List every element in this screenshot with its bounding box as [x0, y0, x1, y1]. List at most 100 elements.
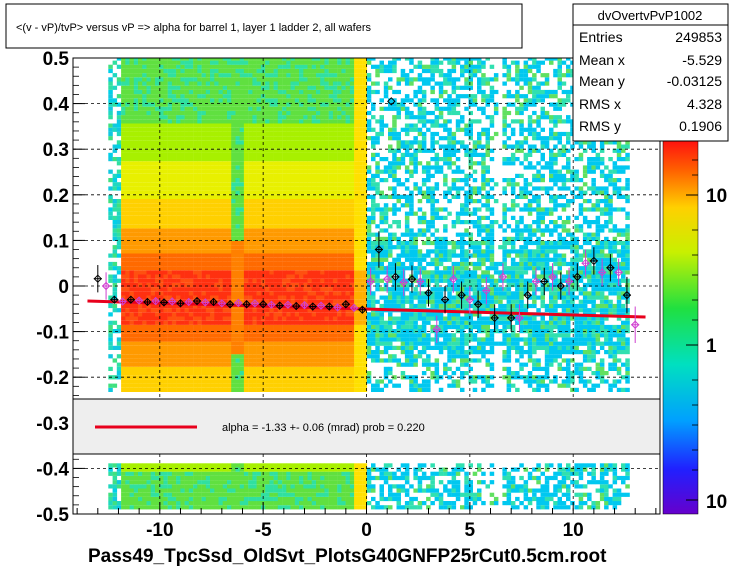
heatmap-cell [248, 224, 253, 229]
heatmap-cell [133, 60, 139, 65]
heatmap-cell [328, 316, 334, 321]
heatmap-cell [142, 127, 147, 132]
heatmap-cell [299, 68, 304, 74]
heatmap-cell [167, 224, 173, 229]
heatmap-cell [197, 182, 202, 187]
heatmap-cell [269, 165, 274, 170]
heatmap-cell [133, 165, 139, 170]
heatmap-cell [324, 58, 329, 61]
heatmap-cell [163, 350, 168, 355]
heatmap-cell [282, 140, 287, 145]
heatmap-cell [256, 387, 262, 392]
heatmap-cell [337, 371, 342, 376]
heatmap-cell [337, 471, 342, 476]
heatmap-cell [324, 127, 329, 132]
heatmap-cell [129, 270, 134, 275]
heatmap-cell [138, 354, 143, 359]
heatmap-cell [205, 354, 211, 359]
heatmap-cell [307, 299, 312, 304]
heatmap-cell [328, 140, 334, 145]
heatmap-cell [142, 85, 147, 90]
heatmap-cell [269, 232, 274, 237]
heatmap-cell [193, 387, 198, 392]
heatmap-cell [243, 115, 249, 120]
heatmap-cell [121, 492, 126, 497]
heatmap-cell [171, 215, 177, 220]
heatmap-cell [294, 266, 300, 271]
heatmap-cell [171, 240, 177, 246]
heatmap-cell [108, 501, 113, 506]
heatmap-cell [311, 496, 317, 502]
heatmap-cell [108, 136, 113, 141]
heatmap-cell [324, 496, 329, 502]
heatmap-cell [133, 110, 139, 116]
heatmap-cell [324, 110, 329, 116]
heatmap-cell [299, 505, 304, 510]
heatmap-cell [205, 375, 211, 380]
heatmap-cell [218, 136, 223, 141]
heatmap-cell [286, 329, 291, 334]
heatmap-cell [311, 253, 317, 258]
heatmap-cell [311, 190, 317, 195]
heatmap-cell [294, 282, 300, 288]
heatmap-cell [277, 287, 283, 292]
heatmap-cell [243, 77, 249, 82]
heatmap-cell [112, 345, 118, 350]
heatmap-cell [167, 190, 173, 195]
heatmap-cell [214, 261, 219, 267]
heatmap-cell [299, 194, 304, 199]
heatmap-cell [142, 291, 147, 296]
heatmap-cell [277, 182, 283, 187]
heatmap-cell [341, 85, 346, 90]
heatmap-cell [180, 350, 185, 355]
heatmap-cell [188, 161, 194, 166]
heatmap-cell [146, 186, 151, 191]
heatmap-cell [171, 169, 177, 174]
heatmap-cell [193, 480, 198, 485]
heatmap-cell [222, 253, 228, 258]
heatmap-cell [133, 186, 139, 191]
heatmap-cell [282, 505, 287, 510]
heatmap-cell [337, 492, 342, 497]
heatmap-cell [222, 501, 228, 506]
heatmap-cell [150, 186, 156, 191]
heatmap-cell [171, 379, 177, 384]
heatmap-cell [235, 169, 240, 174]
heatmap-cell [239, 274, 245, 279]
heatmap-cell [176, 282, 181, 288]
heatmap-cell [227, 110, 232, 116]
heatmap-cell [328, 190, 334, 195]
heatmap-cell [214, 81, 219, 86]
heatmap-cell [290, 106, 295, 111]
heatmap-cell [167, 345, 173, 350]
heatmap-cell [320, 274, 325, 279]
heatmap-cell [180, 94, 185, 99]
heatmap-cell [290, 295, 295, 300]
heatmap-cell [138, 182, 143, 187]
heatmap-cell [125, 165, 130, 170]
heatmap-cell [256, 169, 262, 174]
heatmap-cell [210, 194, 215, 199]
heatmap-cell [193, 236, 198, 241]
heatmap-cell [299, 463, 304, 468]
heatmap-cell [210, 249, 215, 254]
heatmap-cell [210, 64, 215, 69]
heatmap-cell [320, 94, 325, 99]
heatmap-cell [218, 354, 223, 359]
heatmap-cell [171, 64, 177, 69]
heatmap-cell [155, 278, 160, 283]
heatmap-cell [260, 383, 266, 388]
heatmap-cell [337, 316, 342, 321]
heatmap-cell [197, 123, 202, 128]
heatmap-cell [129, 480, 134, 485]
heatmap-cell [269, 178, 274, 183]
heatmap-cell [197, 85, 202, 90]
heatmap-cell [328, 215, 334, 220]
heatmap-cell [273, 68, 279, 74]
heatmap-cell [167, 119, 173, 124]
heatmap-cell [197, 261, 202, 267]
heatmap-cell [328, 358, 334, 363]
heatmap-cell [316, 282, 321, 288]
heatmap-cell [311, 387, 317, 392]
heatmap-cell [320, 337, 325, 342]
